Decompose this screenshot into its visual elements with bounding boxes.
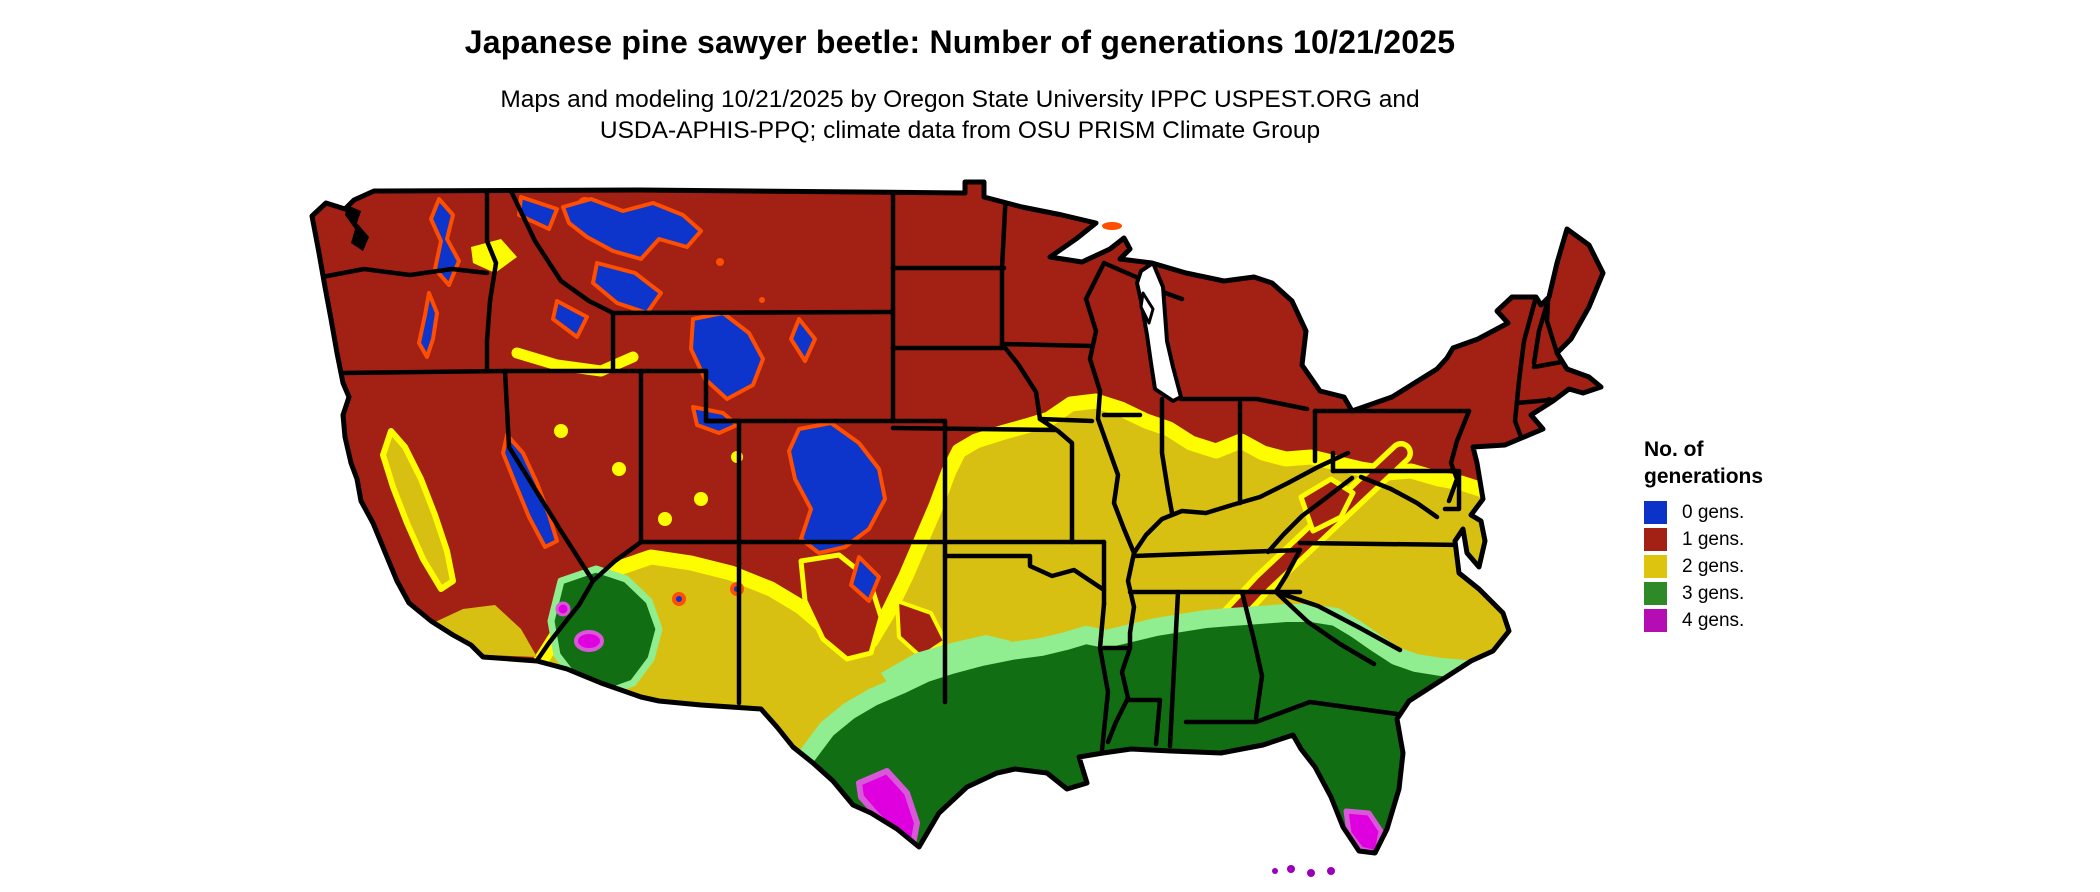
transition-1-5gens bbox=[532, 393, 1529, 670]
legend-swatch-3 bbox=[1644, 582, 1667, 605]
florida-keys bbox=[1272, 865, 1335, 877]
legend-swatch-1 bbox=[1644, 528, 1667, 551]
region-az-green bbox=[547, 565, 663, 697]
legend-row-1: 1 gens. bbox=[1644, 526, 1874, 553]
legend-row-4: 4 gens. bbox=[1644, 607, 1874, 634]
legend-swatch-2 bbox=[1644, 555, 1667, 578]
legend-items: 0 gens. 1 gens. 2 gens. 3 gens. 4 gens. bbox=[1644, 499, 1874, 634]
page-title: Japanese pine sawyer beetle: Number of g… bbox=[464, 24, 1456, 60]
legend-label-2: 2 gens. bbox=[1682, 555, 1745, 577]
region-ca-central-valley bbox=[380, 428, 456, 592]
map-legend: No. of generations 0 gens. 1 gens. 2 gens.… bbox=[1644, 436, 1874, 634]
legend-title: No. of generations bbox=[1644, 436, 1874, 490]
legend-label-3: 3 gens. bbox=[1682, 582, 1745, 604]
puget-sound bbox=[345, 205, 369, 251]
legend-row-0: 0 gens. bbox=[1644, 499, 1874, 526]
legend-title-line-1: No. of bbox=[1644, 438, 1704, 461]
channel-islands bbox=[405, 575, 453, 607]
region-socal-gold bbox=[433, 605, 537, 657]
region-snake-plain-yellow bbox=[511, 347, 639, 377]
legend-label-0: 0 gens. bbox=[1682, 501, 1745, 523]
region-wv-red-blob bbox=[1298, 476, 1356, 534]
region-az-4gens-phoenix bbox=[574, 630, 604, 652]
legend-swatch-0 bbox=[1644, 501, 1667, 524]
legend-row-2: 2 gens. bbox=[1644, 553, 1874, 580]
legend-label-4: 4 gens. bbox=[1682, 609, 1745, 631]
legend-row-3: 3 gens. bbox=[1644, 580, 1874, 607]
isle-royale bbox=[1102, 222, 1122, 230]
green-bay bbox=[1139, 291, 1155, 325]
legend-swatch-4 bbox=[1644, 609, 1667, 632]
region-az-4gens-spot bbox=[555, 601, 571, 617]
subtitle-line-2: USDA-APHIS-PPQ; climate data from OSU PR… bbox=[599, 117, 1321, 144]
map-subtitle: Maps and modeling 10/21/2025 by Oregon S… bbox=[0, 84, 1920, 146]
legend-label-1: 1 gens. bbox=[1682, 528, 1745, 550]
legend-title-line-2: generations bbox=[1644, 465, 1764, 488]
subtitle-line-1: Maps and modeling 10/21/2025 by Oregon S… bbox=[500, 86, 1420, 113]
